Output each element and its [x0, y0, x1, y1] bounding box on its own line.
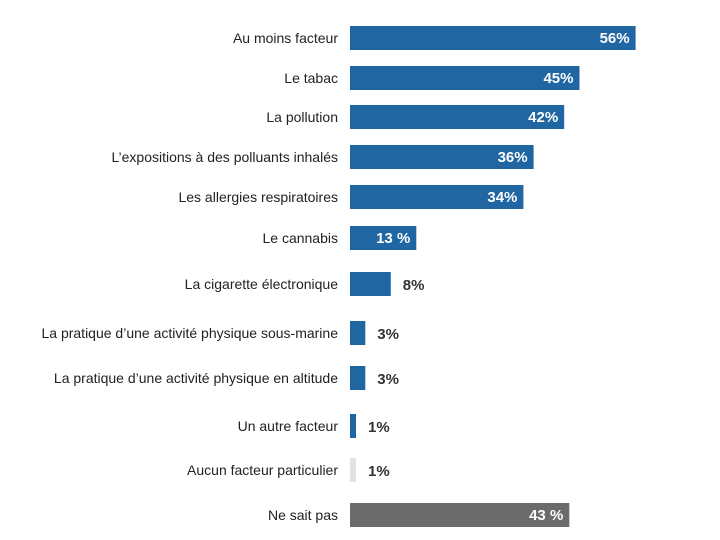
bar [350, 458, 356, 482]
bar [350, 366, 366, 390]
category-label: La cigarette électronique [185, 276, 339, 292]
value-label: 34% [487, 189, 517, 206]
bar-group: Le tabac 45% [284, 66, 580, 90]
category-label: Le cannabis [262, 230, 338, 246]
bar-group: Aucun facteur particulier 1% [187, 458, 390, 482]
value-label: 3% [377, 326, 399, 343]
bar [350, 226, 417, 250]
value-label: 1% [368, 419, 390, 436]
value-label: 56% [600, 30, 630, 47]
bar [350, 272, 391, 296]
bar [350, 185, 524, 209]
bar [350, 414, 356, 438]
bar [350, 321, 366, 345]
value-label: 3% [377, 371, 399, 388]
category-label: La pratique d’une activité physique sous… [41, 325, 338, 341]
value-label: 13 % [376, 230, 410, 247]
bar [350, 66, 580, 90]
category-label: L’expositions à des polluants inhalés [112, 149, 339, 165]
value-label: 8% [403, 277, 425, 294]
bar [350, 503, 570, 527]
category-label: Le tabac [284, 70, 338, 86]
value-label: 36% [498, 149, 528, 166]
category-label: Un autre facteur [238, 418, 339, 434]
bar-group: Un autre facteur 1% [238, 414, 390, 438]
category-label: Les allergies respiratoires [178, 189, 338, 205]
value-label: 42% [528, 109, 558, 126]
category-label: Au moins facteur [233, 30, 338, 46]
bar-group: La pollution 42% [266, 105, 565, 129]
category-label: La pratique d’une activité physique en a… [54, 370, 338, 386]
bar-group: La cigarette électronique 8% [185, 272, 425, 296]
bar-group: Le cannabis 13 % [262, 226, 417, 250]
bar-group: Ne sait pas 43 % [268, 503, 570, 527]
value-label: 1% [368, 463, 390, 480]
value-label: 43 % [529, 507, 563, 524]
bar-group: L’expositions à des polluants inhalés 36% [112, 145, 534, 169]
category-label: Ne sait pas [268, 507, 338, 523]
value-label: 45% [543, 70, 573, 87]
bar-group: La pratique d’une activité physique en a… [54, 366, 399, 390]
bar-group: Au moins facteur 56% [233, 26, 636, 50]
bar [350, 105, 565, 129]
category-label: Aucun facteur particulier [187, 462, 338, 478]
bar [350, 26, 636, 50]
category-label: La pollution [266, 109, 338, 125]
bar-group: Les allergies respiratoires 34% [178, 185, 524, 209]
bar [350, 145, 534, 169]
bar-group: La pratique d’une activité physique sous… [41, 321, 399, 345]
